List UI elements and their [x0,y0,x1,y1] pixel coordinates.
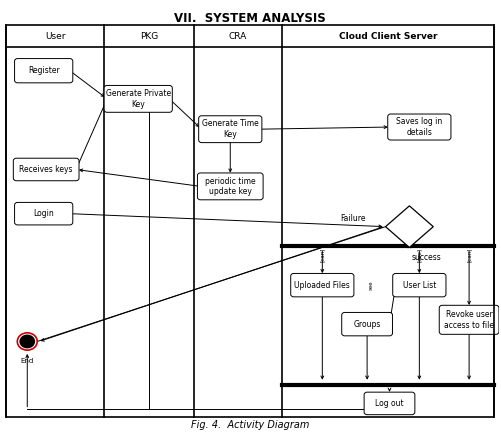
Text: Login: Login [33,209,54,218]
Text: periodic time
update key: periodic time update key [204,177,255,196]
Text: Revoke user
access to file: Revoke user access to file [443,310,493,330]
FancyBboxPatch shape [14,158,79,181]
Text: Receives keys: Receives keys [20,165,73,174]
Text: Cloud Client Server: Cloud Client Server [338,31,436,41]
Text: Log out: Log out [374,399,403,408]
Text: VII.  SYSTEM ANALYSIS: VII. SYSTEM ANALYSIS [174,12,325,25]
FancyBboxPatch shape [392,273,445,297]
FancyBboxPatch shape [197,173,263,200]
Text: User: User [45,31,65,41]
Text: [see]: [see] [416,248,421,262]
FancyBboxPatch shape [290,273,353,297]
Text: Saves log in
details: Saves log in details [395,117,441,137]
FancyBboxPatch shape [15,58,73,83]
FancyBboxPatch shape [15,202,73,225]
Text: Generate Private
Key: Generate Private Key [105,89,170,109]
FancyBboxPatch shape [198,116,262,143]
Text: Register: Register [28,66,60,75]
Text: Generate Time
Key: Generate Time Key [201,119,258,139]
FancyBboxPatch shape [104,85,172,112]
FancyBboxPatch shape [387,114,450,140]
Text: Fig. 4.  Activity Diagram: Fig. 4. Activity Diagram [190,420,309,430]
FancyBboxPatch shape [363,392,414,415]
Text: End: End [21,358,34,364]
Text: Groups: Groups [353,320,380,329]
Circle shape [17,333,37,350]
FancyBboxPatch shape [438,305,498,334]
Text: CRA: CRA [228,31,246,41]
Circle shape [20,335,35,347]
Polygon shape [385,206,432,248]
Text: [can]: [can] [465,248,470,262]
FancyBboxPatch shape [341,313,392,336]
Text: [can]: [can] [319,248,324,262]
Text: success: success [411,252,441,262]
Text: User List: User List [402,281,435,290]
Text: see: see [368,280,373,290]
Text: PKG: PKG [140,31,158,41]
Text: Failure: Failure [340,214,365,222]
Text: Uploaded Files: Uploaded Files [294,281,350,290]
